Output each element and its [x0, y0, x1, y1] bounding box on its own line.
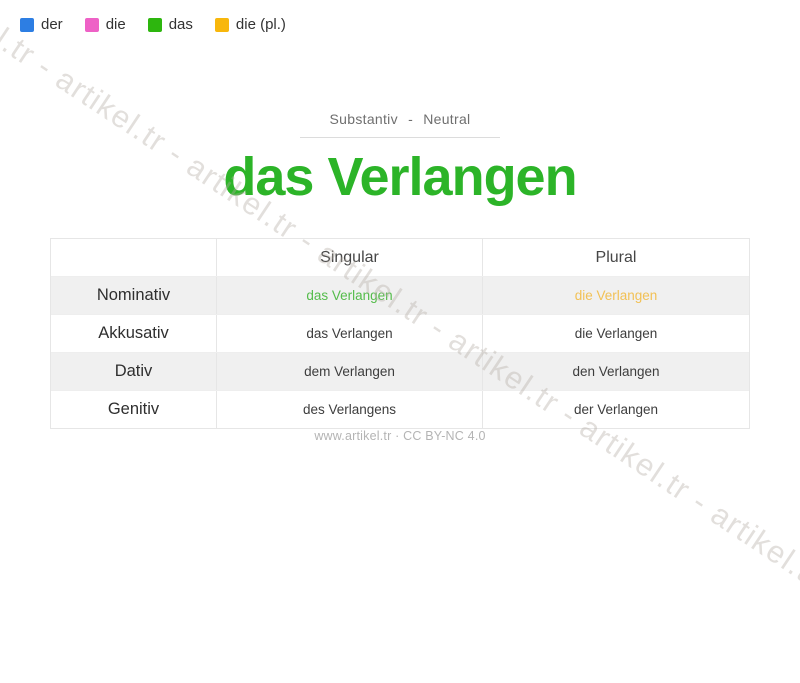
table-header-row: Singular Plural: [51, 239, 749, 277]
case-label-nominativ: Nominativ: [51, 277, 217, 314]
table-row-akkusativ: Akkusativ das Verlangen die Verlangen: [51, 315, 749, 353]
legend-label-die: die: [105, 16, 126, 33]
akkusativ-singular-value: das Verlangen: [217, 315, 483, 352]
genitiv-plural-value: der Verlangen: [573, 402, 659, 417]
header-cell-case: [51, 239, 217, 276]
table-row-nominativ: Nominativ das Verlangen die Verlangen: [51, 277, 749, 315]
legend-item-der: der: [20, 16, 63, 33]
legend-item-das: das: [147, 16, 193, 33]
page-title: das Verlangen: [223, 147, 577, 207]
das-color-swatch: [147, 17, 162, 32]
header-cell-plural: Plural: [595, 248, 637, 266]
table-row-genitiv: Genitiv des Verlangens der Verlangen: [51, 391, 749, 428]
die-color-swatch: [84, 17, 99, 32]
legend-label-das: das: [168, 16, 193, 33]
der-color-swatch: [20, 17, 34, 32]
nominativ-singular-value: das Verlangen: [217, 277, 483, 314]
footer-credit: www.artikel.tr · CC BY-NC 4.0: [314, 429, 486, 443]
declension-table: Singular Plural Nominativ das Verlangen …: [50, 238, 750, 429]
akkusativ-plural-value: die Verlangen: [574, 326, 658, 341]
table-row-dativ: Dativ dem Verlangen den Verlangen: [51, 353, 749, 391]
nominativ-plural-value: die Verlangen: [574, 288, 658, 303]
genitiv-singular-value: des Verlangens: [217, 391, 483, 428]
legend-item-die-plural: die (pl.): [214, 16, 286, 33]
legend-item-die: die: [84, 16, 126, 33]
case-label-dativ: Dativ: [51, 353, 217, 390]
dativ-singular-value: dem Verlangen: [217, 353, 483, 390]
header-cell-singular: Singular: [217, 239, 483, 276]
case-label-genitiv: Genitiv: [51, 391, 217, 428]
subtitle-divider: [300, 137, 500, 138]
word-category-subtitle: Substantiv - Neutral: [329, 111, 471, 127]
article-color-legend: der die das die (pl.): [20, 16, 286, 33]
dativ-plural-value: den Verlangen: [572, 364, 660, 379]
case-label-akkusativ: Akkusativ: [51, 315, 217, 352]
die-plural-color-swatch: [214, 17, 229, 32]
legend-label-die-plural: die (pl.): [235, 16, 286, 33]
legend-label-der: der: [41, 16, 63, 33]
